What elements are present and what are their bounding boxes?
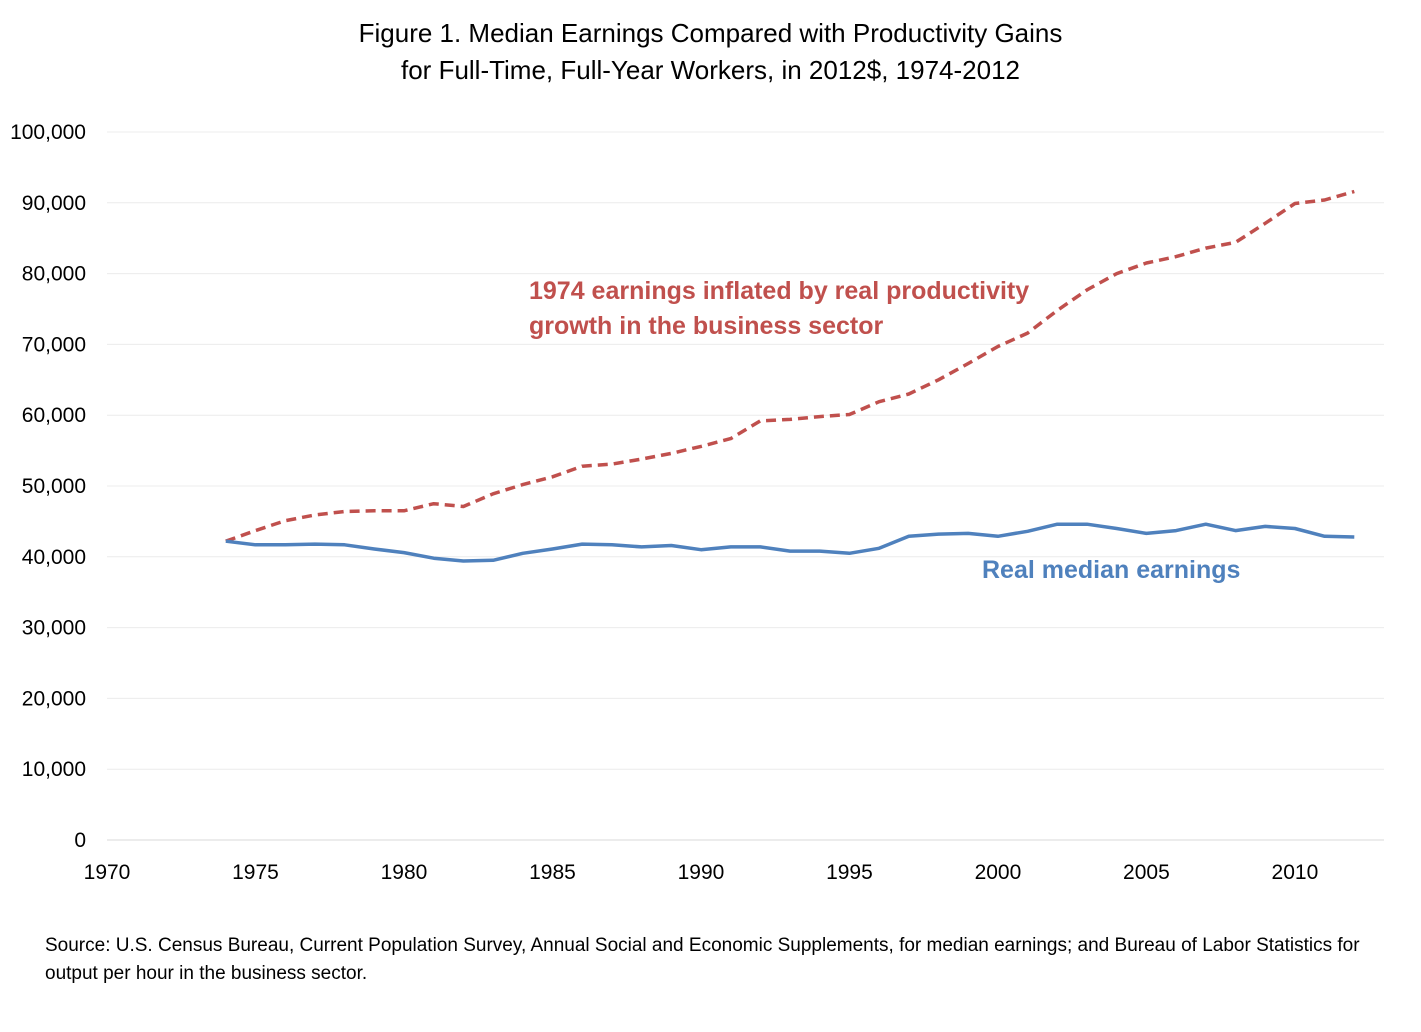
productivity-label-line-2: growth in the business sector [529,312,884,340]
x-tick-label: 1985 [529,861,576,884]
y-tick-label: 80,000 [22,263,86,286]
chart-title-line-1: Figure 1. Median Earnings Compared with … [358,18,1063,48]
x-tick-label: 2010 [1272,861,1319,884]
y-tick-label: 100,000 [10,121,86,144]
x-tick-label: 1980 [381,861,428,884]
y-tick-label: 60,000 [22,404,86,427]
y-tick-label: 50,000 [22,475,86,498]
chart-title-line-2: for Full-Time, Full-Year Workers, in 201… [401,55,1020,85]
median-series-line [225,522,1355,563]
y-tick-label: 10,000 [22,758,86,781]
y-tick-label: 40,000 [22,546,86,569]
y-tick-label: 0 [74,829,86,852]
y-axis-ticks: 0 10,000 20,000 30,000 40,000 50,000 60,000 70,… [10,121,86,852]
productivity-series-line [225,189,1355,543]
y-tick-label: 20,000 [22,687,86,710]
productivity-series-label: 1974 earnings inflated by real productiv… [529,274,1029,344]
median-series-label: Real median earnings [982,556,1241,584]
y-tick-label: 90,000 [22,192,86,215]
x-tick-label: 1995 [826,861,873,884]
gridlines [107,131,1384,841]
source-note: Source: U.S. Census Bureau, Current Popu… [45,935,1360,984]
x-tick-label: 2005 [1123,861,1170,884]
x-tick-label: 1990 [678,861,725,884]
x-tick-label: 1970 [84,861,131,884]
productivity-label-line-1: 1974 earnings inflated by real productiv… [529,277,1030,305]
x-axis-ticks: 1970 1975 1980 1985 1990 1995 2000 2005 2010 [84,861,1319,884]
series-lines [225,189,1355,563]
x-tick-label: 2000 [975,861,1022,884]
x-tick-label: 1975 [232,861,279,884]
y-tick-label: 70,000 [22,333,86,356]
y-tick-label: 30,000 [22,617,86,640]
